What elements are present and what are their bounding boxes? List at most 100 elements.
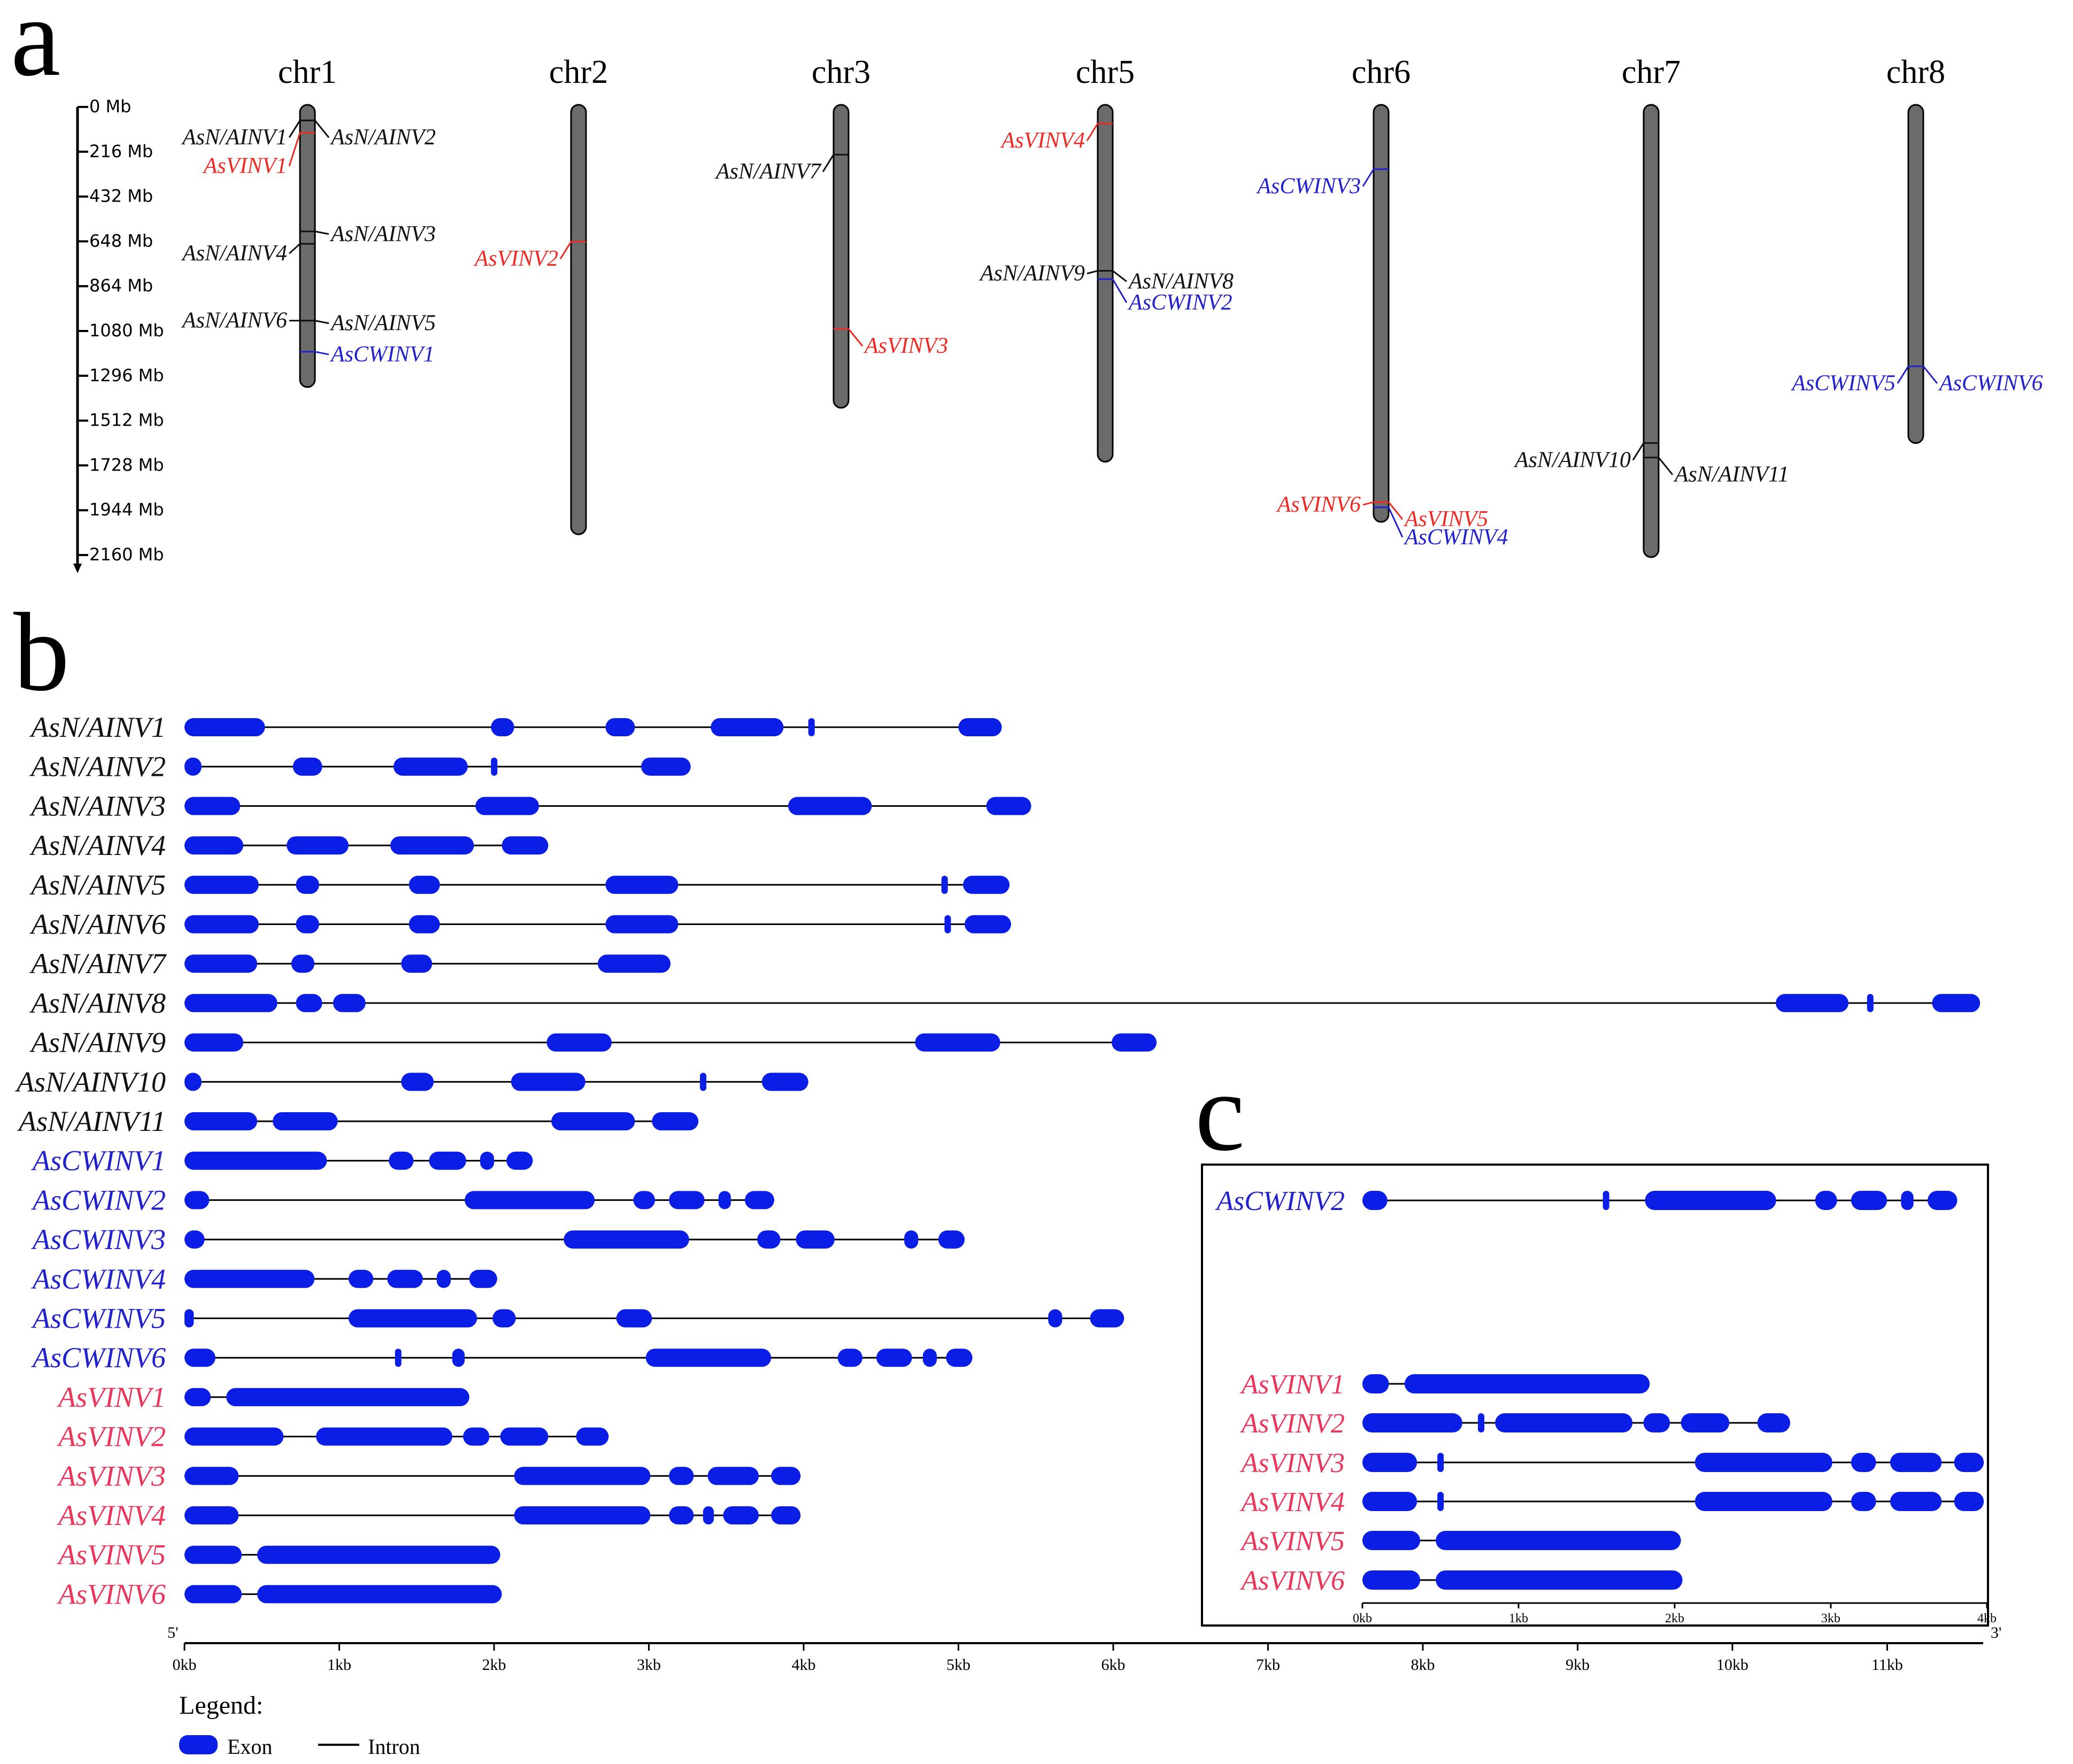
three-prime-label: 3' — [1991, 1624, 2001, 1642]
scale-tick-label: 1944 Mb — [89, 499, 164, 520]
gene-name-asn-ainv10: AsN/AINV10 — [15, 1066, 166, 1098]
kb-axis-tick-label: 0kb — [173, 1656, 197, 1674]
exon-block — [944, 915, 951, 934]
exon-block — [226, 1388, 469, 1406]
exon-block — [1954, 1453, 1984, 1472]
exon-block — [500, 1427, 549, 1446]
chromosome-bar-chr1 — [299, 104, 316, 388]
kb-axis-tick-label: 2kb — [482, 1656, 506, 1674]
scale-tick-label: 1296 Mb — [89, 365, 164, 386]
exon-block — [1436, 1570, 1683, 1590]
gene-marker-leader — [822, 154, 835, 173]
exon-block — [480, 1151, 494, 1170]
gene-name-asn-ainv11: AsN/AINV11 — [17, 1105, 166, 1137]
exon-block — [491, 757, 498, 776]
gene-structure-panel: AsN/AINV1 AsN/AINV2 AsN/AINV3 AsN/AINV4 AsN/… — [15, 711, 2001, 1674]
gene-label-asn-ainv11: AsN/AINV11 — [1673, 463, 1789, 487]
gene-marker-leader — [1658, 457, 1674, 475]
panel-c-frame — [1201, 1164, 1989, 1627]
exon-block — [409, 875, 440, 894]
gene-name-ascwinv1: AsCWINV1 — [31, 1145, 166, 1177]
exon-block — [1362, 1492, 1417, 1511]
legend-intron-label: Intron — [368, 1735, 420, 1759]
gene-label-asn-ainv3: AsN/AINV3 — [329, 222, 436, 247]
exon-block — [409, 915, 440, 934]
exon-block — [1362, 1531, 1421, 1550]
gene-marker-leader — [1362, 168, 1375, 187]
exon-block — [788, 797, 872, 815]
scale-tick-label: 1512 Mb — [89, 410, 164, 430]
exon-block — [744, 1191, 774, 1210]
exon-block — [605, 875, 679, 894]
exon-block — [452, 1349, 465, 1367]
gene-label-asn-ainv5: AsN/AINV5 — [329, 311, 436, 336]
gene-name-asn-ainv6: AsN/AINV6 — [29, 908, 166, 941]
exon-block — [184, 1309, 194, 1328]
chromosome-bar-chr6 — [1373, 104, 1390, 523]
exon-block — [184, 1349, 215, 1367]
gene-marker-leader — [1086, 123, 1099, 141]
chromosome-label-chr3: chr3 — [812, 54, 870, 90]
exon-block — [401, 1073, 434, 1091]
exon-block — [511, 1073, 585, 1091]
gene-label-asn-ainv1: AsN/AINV1 — [181, 125, 287, 150]
legend-title: Legend: — [179, 1691, 263, 1720]
exon-block — [514, 1506, 651, 1524]
gene-marker-leader — [288, 133, 301, 166]
exon-block — [184, 1585, 242, 1604]
chromosome-bar-chr5 — [1097, 104, 1114, 463]
gene-name-asvinv1: AsVINV1 — [57, 1381, 166, 1413]
gene-label-ascwinv1: AsCWINV1 — [329, 342, 435, 367]
exon-block — [257, 1545, 500, 1564]
gene-name-asn-ainv8: AsN/AINV8 — [29, 987, 166, 1019]
gene-marker-leader — [314, 120, 330, 138]
exon-block — [291, 954, 315, 973]
gene-marker-leader — [1112, 270, 1127, 282]
exon-block — [1090, 1309, 1124, 1328]
gene-label-ascwinv5: AsCWINV5 — [1790, 371, 1895, 396]
gene-name-asn-ainv7: AsN/AINV7 — [29, 948, 167, 980]
panel-b-letter: b — [13, 590, 70, 714]
exon-block — [576, 1427, 609, 1446]
kb-axis-tick-label: 1kb — [327, 1656, 351, 1674]
exon-block — [184, 1073, 202, 1091]
exon-block — [316, 1427, 452, 1446]
exon-block — [761, 1073, 808, 1091]
gene-name-asvinv2: AsVINV2 — [57, 1421, 166, 1453]
exon-block — [184, 797, 241, 815]
scale-tick-label: 1728 Mb — [89, 455, 164, 475]
gene-marker-leader — [288, 120, 301, 138]
exon-block — [876, 1349, 912, 1367]
exon-block — [1112, 1033, 1157, 1052]
exon-block — [184, 1191, 210, 1210]
gene-label-asn-ainv9: AsN/AINV9 — [978, 261, 1085, 286]
panel-c-letter: c — [1195, 1050, 1245, 1174]
exon-block — [184, 1506, 239, 1524]
gene-name-ascwinv2: AsCWINV2 — [1215, 1186, 1345, 1216]
exon-block — [1890, 1453, 1942, 1472]
gene-marker-leader — [314, 320, 329, 325]
exon-block — [941, 875, 948, 894]
exon-block — [184, 757, 202, 776]
gene-name-ascwinv5: AsCWINV5 — [31, 1303, 166, 1335]
exon-block — [1362, 1413, 1462, 1432]
exon-block — [597, 954, 671, 973]
chromosome-label-chr6: chr6 — [1352, 54, 1411, 90]
exon-block — [502, 836, 549, 855]
gene-marker-leader — [1632, 442, 1645, 461]
exon-block — [564, 1230, 689, 1249]
exon-block — [463, 1427, 490, 1446]
scale-tick-label: 648 Mb — [89, 230, 153, 251]
exon-block — [771, 1467, 801, 1485]
gene-label-ascwinv4: AsCWINV4 — [1403, 525, 1508, 550]
gene-name-asn-ainv4: AsN/AINV4 — [29, 829, 166, 861]
exon-block — [915, 1033, 1000, 1052]
gene-name-asvinv6: AsVINV6 — [1239, 1566, 1345, 1596]
kb-axis-tick-label-c: 0kb — [1353, 1612, 1372, 1626]
chromosome-label-chr1: chr1 — [278, 54, 337, 90]
exon-block — [1954, 1492, 1984, 1511]
gene-label-asn-ainv6: AsN/AINV6 — [181, 309, 287, 333]
scale-tick-label: 2160 Mb — [89, 544, 164, 565]
exon-block — [387, 1269, 423, 1288]
exon-block — [946, 1349, 973, 1367]
